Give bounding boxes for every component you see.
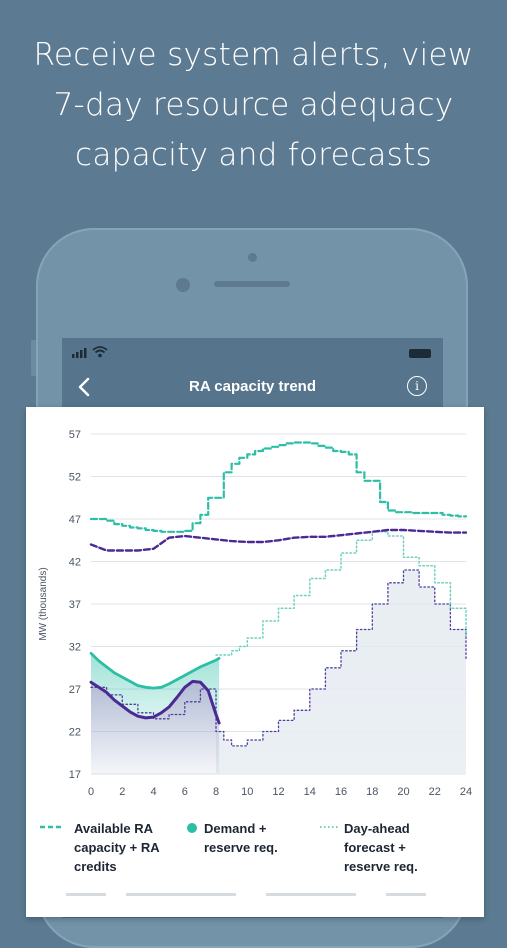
x-tick-label: 8 [213, 786, 219, 798]
x-tick-label: 4 [150, 786, 156, 798]
y-tick-label: 32 [69, 642, 81, 654]
series-line-demand-reserve-forecast [89, 528, 468, 552]
page-title: RA capacity trend [189, 378, 316, 395]
y-axis-label: MW (thousands) [38, 567, 49, 640]
dot-swatch [187, 823, 197, 833]
y-tick-label: 27 [69, 684, 81, 696]
headline-line-1: Receive system alerts, view [33, 37, 474, 73]
y-tick-label: 22 [69, 727, 81, 739]
legend-label-line: capacity + RA [74, 840, 160, 855]
series-line-ra-capacity-forecast [89, 441, 468, 533]
chart-card: 17 22 27 32 37 42 47 52 57 0 2 4 6 8 10 12 14 16 18 20 22 24 M… [26, 407, 484, 917]
x-tick-label: 14 [304, 786, 316, 798]
y-tick-label: 42 [69, 557, 81, 569]
headline-line-3: capacity and forecasts [74, 137, 432, 173]
back-button[interactable] [70, 372, 98, 402]
x-tick-label: 12 [272, 786, 284, 798]
x-tick-label: 10 [241, 786, 253, 798]
phone-speaker [214, 281, 290, 287]
x-tick-label: 22 [429, 786, 441, 798]
x-tick-label: 0 [88, 786, 94, 798]
legend-item-demand[interactable]: Demand + reserve req. [186, 819, 278, 857]
y-tick-label: 52 [69, 472, 81, 484]
cut-off-text-fragment [66, 893, 426, 896]
y-tick-label: 57 [69, 429, 81, 441]
legend-label-line: reserve req. [344, 859, 418, 874]
legend-label-line: forecast + [344, 840, 406, 855]
legend-label-line: Available RA [74, 821, 153, 836]
series-line-dayahead-forecast [215, 531, 467, 656]
legend-item-ra-capacity[interactable]: Available RA capacity + RA credits [40, 819, 160, 876]
series-line-demand-dayahead [90, 569, 467, 747]
x-tick-label: 24 [460, 786, 472, 798]
chevron-left-icon [78, 377, 90, 397]
legend-label-line: credits [74, 859, 117, 874]
y-tick-label: 47 [69, 514, 81, 526]
phone-side-button [31, 340, 36, 376]
promo-headline: Receive system alerts, view 7-day resour… [0, 30, 507, 180]
legend-label-line: Day-ahead [344, 821, 410, 836]
nav-bar: RA capacity trend i [62, 368, 443, 406]
dashed-line-swatch [40, 825, 64, 829]
demand-area [91, 681, 220, 774]
series-line-demand-actual [89, 679, 221, 725]
series-line-ra-capacity-actual [89, 651, 221, 690]
phone-sensor-dot [248, 253, 257, 262]
x-tick-label: 2 [119, 786, 125, 798]
x-tick-label: 18 [366, 786, 378, 798]
x-tick-label: 16 [335, 786, 347, 798]
legend-label-line: Demand + [204, 821, 267, 836]
legend-item-dayahead[interactable]: Day-ahead forecast + reserve req. [320, 819, 418, 876]
wifi-icon [92, 346, 108, 358]
signal-icon [72, 348, 87, 358]
legend-label-line: reserve req. [204, 840, 278, 855]
dotted-line-swatch [320, 826, 338, 828]
status-bar [62, 338, 443, 368]
y-tick-label: 17 [69, 769, 81, 781]
x-tick-label: 20 [397, 786, 409, 798]
x-tick-label: 6 [182, 786, 188, 798]
info-button[interactable]: i [407, 376, 427, 396]
headline-line-2: 7-day resource adequacy [53, 87, 454, 123]
info-icon: i [415, 379, 419, 393]
battery-icon [409, 349, 431, 358]
forecast-area [216, 570, 466, 774]
phone-camera [176, 278, 190, 292]
y-tick-label: 37 [69, 599, 81, 611]
